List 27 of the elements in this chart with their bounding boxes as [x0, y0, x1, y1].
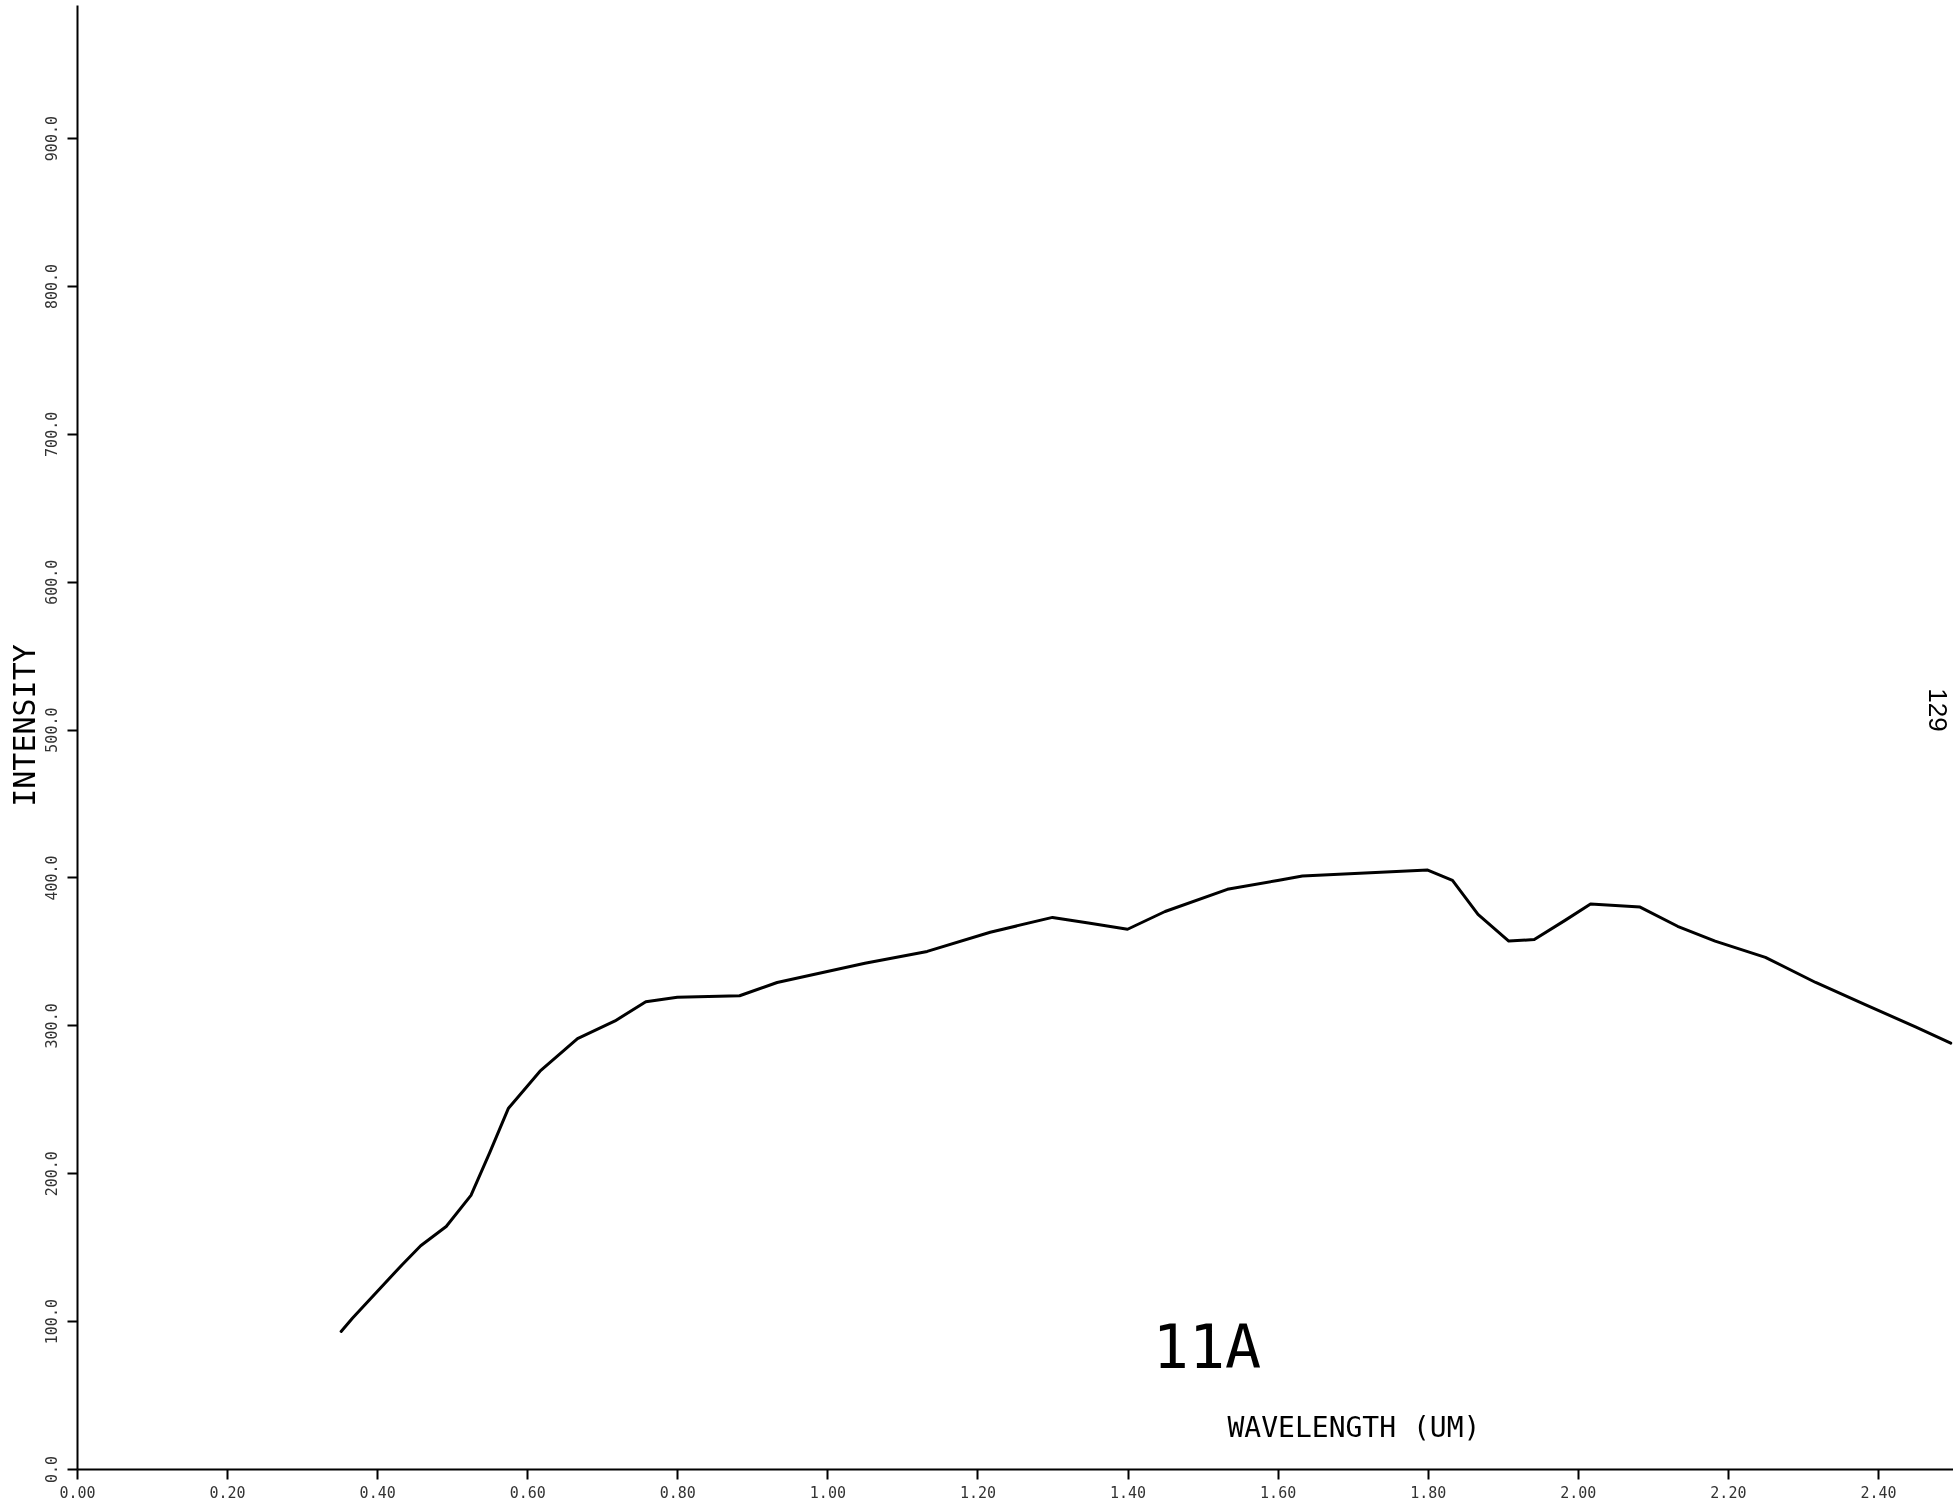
x-tick-label: 1.80	[1410, 1483, 1447, 1502]
y-tick-label: 0.0	[42, 1455, 61, 1484]
y-tick-label: 100.0	[42, 1299, 61, 1345]
x-tick-label: 0.60	[509, 1483, 546, 1502]
x-tick-label: 2.40	[1860, 1483, 1897, 1502]
annotation: 11A	[1152, 1312, 1262, 1382]
x-tick-label: 0.80	[659, 1483, 696, 1502]
y-tick-label: 500.0	[42, 707, 61, 753]
y-tick-label: 300.0	[42, 1003, 61, 1049]
y-tick-label: 400.0	[42, 855, 61, 901]
x-tick-label: 2.00	[1560, 1483, 1597, 1502]
x-tick-label: 1.40	[1110, 1483, 1147, 1502]
y-tick-label: 900.0	[42, 116, 61, 162]
x-tick-label: 2.20	[1710, 1483, 1747, 1502]
x-tick-label: 1.20	[959, 1483, 997, 1502]
y-tick-label: 700.0	[42, 411, 61, 457]
y-tick-label: 800.0	[42, 263, 61, 310]
x-axis-title: WAVELENGTH (UM)	[1227, 1410, 1481, 1444]
x-tick-label: 0.20	[209, 1483, 246, 1502]
y-axis-title: INTENSITY	[6, 644, 42, 807]
x-tick-label: 0.00	[59, 1483, 96, 1502]
x-tick-label: 1.60	[1260, 1483, 1297, 1502]
y-tick-label: 200.0	[42, 1151, 61, 1197]
x-tick-label: 0.40	[359, 1483, 396, 1502]
x-tick-label: 1.00	[809, 1483, 846, 1502]
y-tick-label: 600.0	[42, 559, 61, 605]
annotation: 129	[1923, 688, 1953, 732]
